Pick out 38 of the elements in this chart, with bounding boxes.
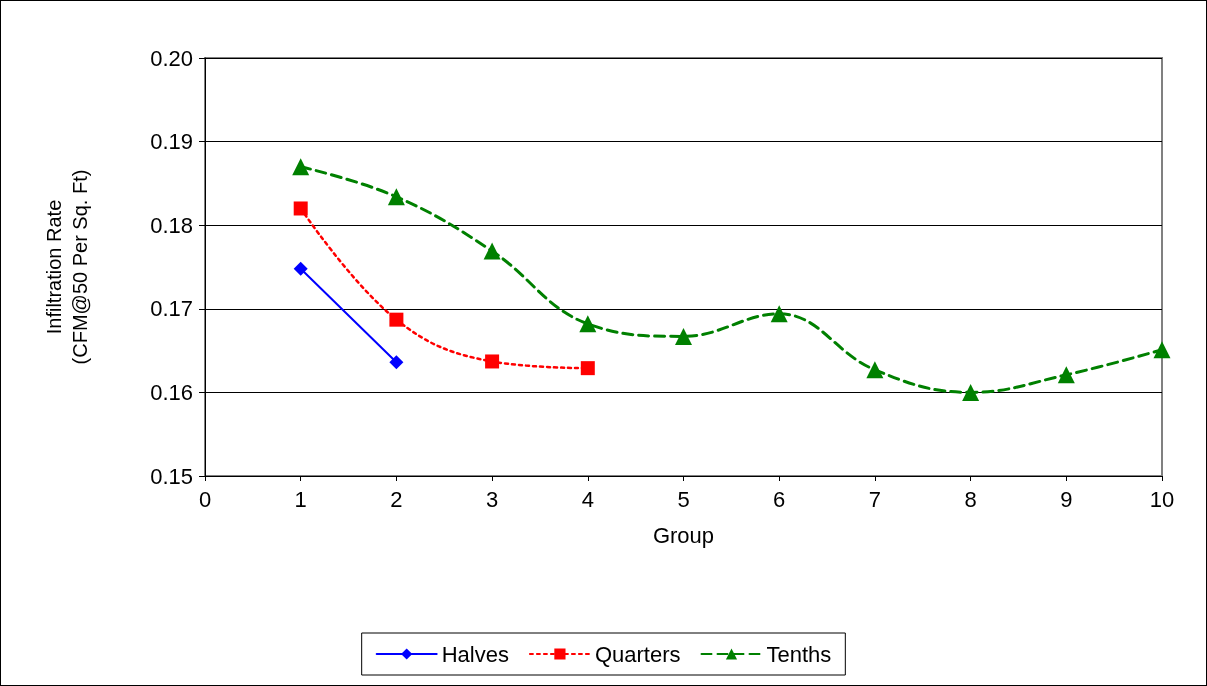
point	[866, 361, 884, 379]
x-tick-label: 5	[677, 486, 690, 512]
legend-label: Tenths	[766, 641, 832, 667]
point	[485, 354, 500, 369]
point	[770, 305, 788, 323]
y-tick-label: 0.18	[150, 212, 193, 238]
point	[483, 242, 501, 260]
x-tick-label: 0	[198, 486, 212, 512]
x-tick-label: 2	[390, 486, 403, 512]
point	[675, 327, 692, 345]
legend-label: Halves	[441, 641, 509, 667]
y-tick-label: 0.16	[150, 379, 193, 405]
x-tick-label: 7	[868, 486, 882, 512]
point	[293, 261, 308, 276]
point	[1057, 366, 1075, 384]
x-tick-label: 8	[964, 486, 977, 512]
point	[580, 361, 595, 376]
point	[292, 158, 310, 176]
x-axis-title: Group	[652, 522, 715, 548]
y-axis-title: Infiltration Rate (CFM@50 Per Sq. Ft)	[43, 169, 91, 365]
x-tick-label: 3	[485, 486, 499, 512]
x-tick-label: 6	[773, 486, 786, 512]
y-tick-label: 0.19	[150, 129, 193, 155]
y-tick-label: 0.20	[150, 45, 193, 71]
x-tick-label: 10	[1149, 486, 1175, 512]
point	[387, 188, 405, 206]
point	[1153, 341, 1171, 359]
x-tick-label: 9	[1060, 486, 1073, 512]
y-tick-label: 0.15	[150, 463, 193, 489]
point	[389, 312, 404, 327]
point	[293, 201, 308, 216]
point	[962, 383, 980, 401]
legend-label: Quarters	[594, 641, 681, 667]
point	[579, 315, 597, 333]
x-tick-label: 4	[581, 486, 594, 512]
x-tick-label: 1	[294, 486, 307, 512]
y-tick-label: 0.17	[150, 296, 193, 322]
point	[389, 355, 404, 370]
